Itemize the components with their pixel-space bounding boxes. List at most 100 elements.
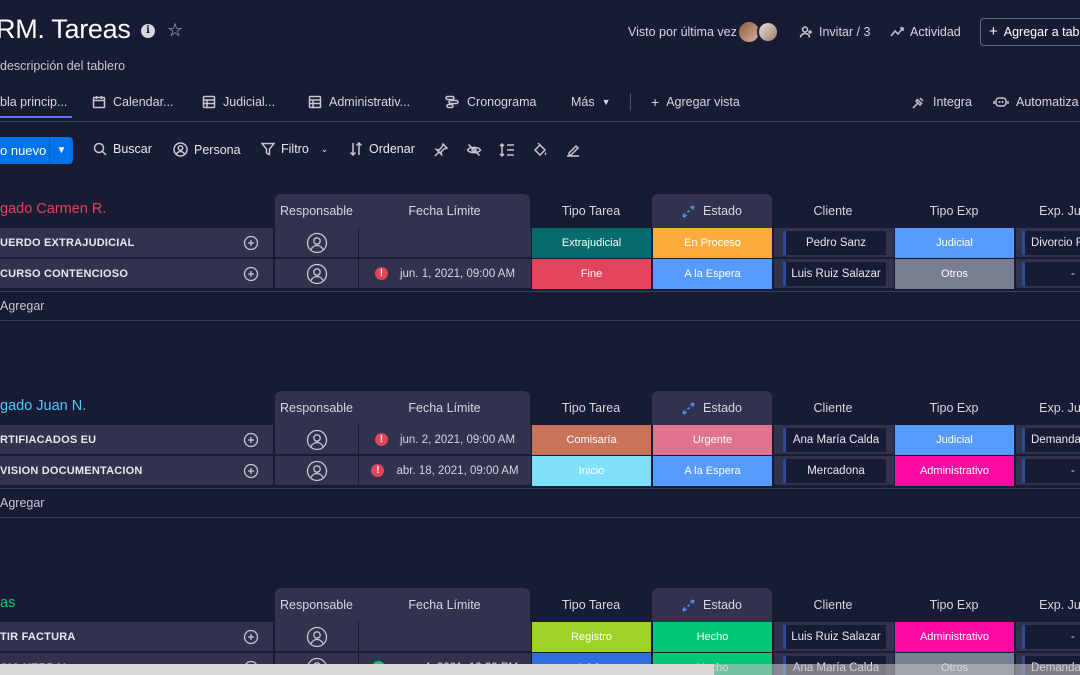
client-link[interactable]: Luis Ruiz Salazar <box>783 262 886 286</box>
exp-j-link[interactable]: Demanda <box>1022 428 1080 452</box>
filter-button[interactable]: Filtro ⌄ <box>261 142 328 156</box>
due-date-cell[interactable] <box>358 622 531 652</box>
last-seen-label[interactable]: Visto por última vez <box>628 25 737 39</box>
column-header-exp-j[interactable]: Exp. Ju <box>1015 588 1080 622</box>
exp-j-link[interactable]: - <box>1022 459 1080 483</box>
tab-cronograma[interactable]: Cronograma <box>445 87 536 117</box>
add-update-icon[interactable] <box>243 266 259 282</box>
star-icon[interactable]: ☆ <box>167 20 184 40</box>
due-date-cell[interactable]: ! abr. 18, 2021, 09:00 AM <box>358 456 531 486</box>
add-item-row[interactable]: Agregar <box>0 488 1080 518</box>
responsable-cell[interactable] <box>274 622 358 652</box>
column-header-tipo-exp[interactable]: Tipo Exp <box>894 194 1014 228</box>
group-title[interactable]: as <box>0 595 16 611</box>
exp-type-cell[interactable]: Judicial <box>894 228 1014 258</box>
column-header-exp-j[interactable]: Exp. Ju <box>1015 194 1080 228</box>
table-row[interactable]: UERDO EXTRAJUDICIAL Extrajudicial En Proce… <box>0 228 1080 258</box>
status-cell[interactable]: En Proceso <box>652 228 772 258</box>
row-height-icon[interactable] <box>499 142 515 158</box>
column-header-estado[interactable]: Estado <box>652 391 772 425</box>
responsable-cell[interactable] <box>274 456 358 486</box>
invite-button[interactable]: Invitar / 3 <box>799 25 870 39</box>
hide-icon[interactable] <box>466 142 482 158</box>
tab-judicial[interactable]: Judicial... <box>202 87 275 117</box>
exp-j-cell[interactable]: Divorcio F <box>1015 228 1080 258</box>
column-header-tipo-tarea[interactable]: Tipo Tarea <box>531 391 651 425</box>
exp-j-link[interactable]: Divorcio F <box>1022 231 1080 255</box>
paint-bucket-icon[interactable] <box>532 142 548 158</box>
column-header-responsable[interactable]: Responsable <box>275 588 358 622</box>
tab-more[interactable]: Más ▼ <box>571 87 611 117</box>
group-title[interactable]: gado Juan N. <box>0 398 87 414</box>
add-item-label[interactable]: Agregar <box>0 299 45 313</box>
task-type-cell[interactable]: Comisaría <box>531 425 651 455</box>
item-name-cell[interactable]: RTIFIACADOS EU <box>0 425 273 455</box>
task-type-cell[interactable]: Extrajudicial <box>531 228 651 258</box>
exp-j-cell[interactable]: - <box>1015 456 1080 486</box>
add-update-icon[interactable] <box>243 432 259 448</box>
client-link[interactable]: Pedro Sanz <box>783 231 886 255</box>
exp-j-cell[interactable]: - <box>1015 259 1080 289</box>
new-item-button[interactable]: o nuevo ▼ <box>0 137 73 164</box>
exp-type-cell[interactable]: Otros <box>894 259 1014 289</box>
column-header-tipo-exp[interactable]: Tipo Exp <box>894 391 1014 425</box>
add-update-icon[interactable] <box>243 235 259 251</box>
horizontal-scrollbar[interactable] <box>0 664 714 675</box>
column-header-fecha[interactable]: Fecha Límite <box>359 391 530 425</box>
column-header-cliente[interactable]: Cliente <box>773 194 893 228</box>
column-header-fecha[interactable]: Fecha Límite <box>359 194 530 228</box>
column-header-tipo-exp[interactable]: Tipo Exp <box>894 588 1014 622</box>
add-to-board-button[interactable]: + Agregar a table <box>980 18 1080 46</box>
column-header-tipo-tarea[interactable]: Tipo Tarea <box>531 588 651 622</box>
item-name[interactable]: UERDO EXTRAJUDICIAL <box>0 236 135 249</box>
group-title[interactable]: gado Carmen R. <box>0 201 107 217</box>
due-date-cell[interactable]: ! jun. 2, 2021, 09:00 AM <box>358 425 531 455</box>
status-cell[interactable]: A la Espera <box>652 259 772 289</box>
item-name[interactable]: TIR FACTURA <box>0 630 76 643</box>
exp-j-cell[interactable]: - <box>1015 622 1080 652</box>
item-name-cell[interactable]: CURSO CONTENCIOSO <box>0 259 273 289</box>
column-header-responsable[interactable]: Responsable <box>275 194 358 228</box>
responsable-cell[interactable] <box>274 228 358 258</box>
add-update-icon[interactable] <box>243 463 259 479</box>
status-cell[interactable]: A la Espera <box>652 456 772 486</box>
integrate-button[interactable]: Integra <box>912 87 972 117</box>
automate-button[interactable]: Automatiza <box>993 87 1079 117</box>
column-header-estado[interactable]: Estado <box>652 194 772 228</box>
add-item-label[interactable]: Agregar <box>0 496 45 510</box>
table-row[interactable]: VISION DOCUMENTACION ! abr. 18, 2021, 09:0… <box>0 456 1080 486</box>
exp-type-cell[interactable]: Administrativo <box>894 456 1014 486</box>
item-name-cell[interactable]: TIR FACTURA <box>0 622 273 652</box>
activity-button[interactable]: Actividad <box>890 25 961 39</box>
item-name-cell[interactable]: UERDO EXTRAJUDICIAL <box>0 228 273 258</box>
exp-j-link[interactable]: - <box>1022 625 1080 649</box>
item-name-cell[interactable]: VISION DOCUMENTACION <box>0 456 273 486</box>
table-row[interactable]: TIR FACTURA Registro Hecho Luis Ruiz Salaza… <box>0 622 1080 652</box>
client-link[interactable]: Luis Ruiz Salazar <box>783 625 886 649</box>
client-cell[interactable]: Luis Ruiz Salazar <box>773 622 894 652</box>
column-header-cliente[interactable]: Cliente <box>773 588 893 622</box>
client-cell[interactable]: Mercadona <box>773 456 894 486</box>
add-item-row[interactable]: Agregar <box>0 291 1080 321</box>
table-row[interactable]: CURSO CONTENCIOSO! jun. 1, 2021, 09:00 AM… <box>0 259 1080 289</box>
column-header-tipo-tarea[interactable]: Tipo Tarea <box>531 194 651 228</box>
chevron-down-icon[interactable]: ▼ <box>49 137 73 164</box>
client-link[interactable]: Mercadona <box>783 459 886 483</box>
responsable-cell[interactable] <box>274 259 358 289</box>
add-update-icon[interactable] <box>243 629 259 645</box>
board-title[interactable]: RM. Tareas <box>0 14 131 44</box>
status-cell[interactable]: Urgente <box>652 425 772 455</box>
exp-type-cell[interactable]: Judicial <box>894 425 1014 455</box>
item-name[interactable]: CURSO CONTENCIOSO <box>0 267 129 280</box>
person-filter-button[interactable]: Persona <box>173 142 241 157</box>
search-button[interactable]: Buscar <box>93 142 152 156</box>
column-header-responsable[interactable]: Responsable <box>275 391 358 425</box>
board-description[interactable]: descripción del tablero <box>0 59 126 73</box>
info-icon[interactable]: i <box>141 24 155 38</box>
status-cell[interactable]: Hecho <box>652 622 772 652</box>
exp-type-cell[interactable]: Administrativo <box>894 622 1014 652</box>
task-type-cell[interactable]: Registro <box>531 622 651 652</box>
client-cell[interactable]: Luis Ruiz Salazar <box>773 259 894 289</box>
item-name[interactable]: VISION DOCUMENTACION <box>0 464 143 477</box>
avatar[interactable] <box>757 21 779 43</box>
